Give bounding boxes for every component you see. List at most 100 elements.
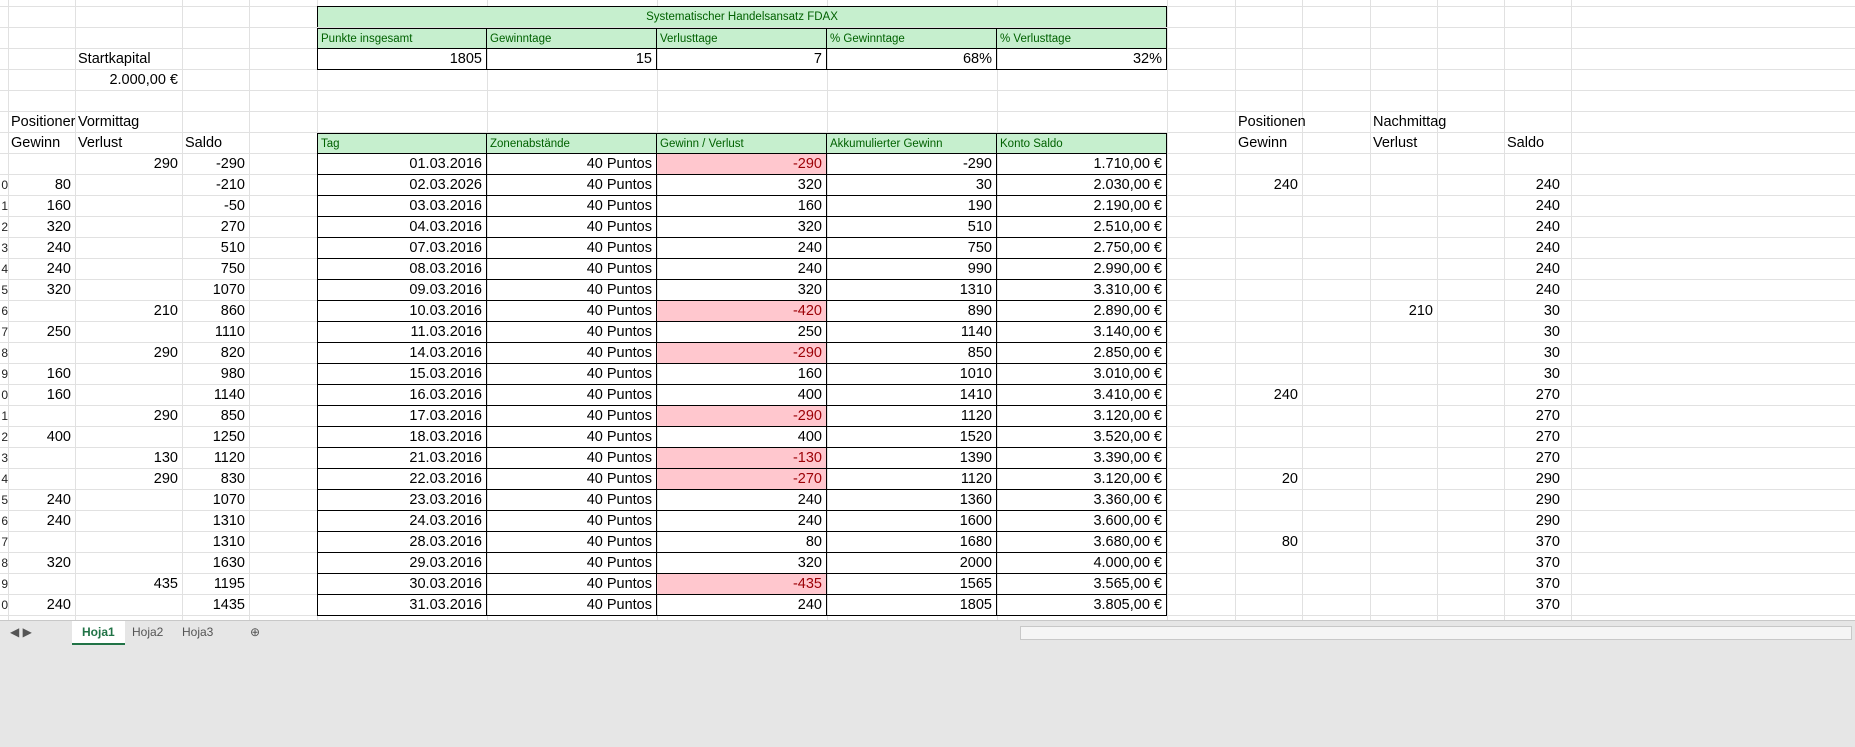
right-verlust-cell[interactable] bbox=[1370, 595, 1437, 616]
left-gewinn-cell[interactable]: 240 bbox=[46, 261, 71, 277]
right-verlust-cell[interactable] bbox=[1370, 259, 1437, 280]
right-gewinn-cell[interactable] bbox=[1235, 553, 1302, 574]
right-verlust-cell[interactable] bbox=[1370, 364, 1437, 385]
left-gewinn-cell[interactable] bbox=[8, 154, 75, 175]
left-verlust-cell[interactable] bbox=[75, 217, 182, 238]
right-saldo-cell[interactable]: 240 bbox=[1535, 261, 1560, 277]
right-gewinn-cell[interactable] bbox=[1235, 364, 1302, 385]
right-saldo-cell[interactable]: 30 bbox=[1543, 345, 1560, 361]
accumulated-cell[interactable]: 1310 bbox=[827, 280, 997, 301]
right-gewinn-cell[interactable]: 20 bbox=[1281, 471, 1298, 487]
right-gewinn-cell[interactable]: 240 bbox=[1273, 177, 1298, 193]
left-gewinn-cell[interactable]: 240 bbox=[46, 240, 71, 256]
right-verlust-cell[interactable] bbox=[1370, 511, 1437, 532]
gain-loss-cell[interactable]: 240 bbox=[657, 490, 827, 511]
right-gewinn-cell[interactable] bbox=[1235, 217, 1302, 238]
accumulated-cell[interactable]: 1360 bbox=[827, 490, 997, 511]
date-cell[interactable]: 23.03.2016 bbox=[317, 490, 487, 511]
right-saldo-cell[interactable]: 240 bbox=[1535, 198, 1560, 214]
left-saldo-cell[interactable]: 1250 bbox=[212, 429, 245, 445]
accumulated-cell[interactable]: 1680 bbox=[827, 532, 997, 553]
accumulated-cell[interactable]: 1805 bbox=[827, 595, 997, 616]
right-gewinn-cell[interactable] bbox=[1235, 490, 1302, 511]
zone-cell[interactable]: 40 Puntos bbox=[487, 322, 657, 343]
left-gewinn-cell[interactable]: 240 bbox=[46, 492, 71, 508]
balance-cell[interactable]: 3.390,00 € bbox=[997, 448, 1167, 469]
right-saldo-cell[interactable]: 270 bbox=[1535, 408, 1560, 424]
right-saldo-cell[interactable]: 270 bbox=[1535, 429, 1560, 445]
balance-cell[interactable]: 4.000,00 € bbox=[997, 553, 1167, 574]
date-cell[interactable]: 08.03.2016 bbox=[317, 259, 487, 280]
date-cell[interactable]: 14.03.2016 bbox=[317, 343, 487, 364]
date-cell[interactable]: 10.03.2016 bbox=[317, 301, 487, 322]
right-gewinn-cell[interactable] bbox=[1235, 343, 1302, 364]
left-saldo-cell[interactable]: 1310 bbox=[212, 513, 245, 529]
accumulated-cell[interactable]: 1390 bbox=[827, 448, 997, 469]
balance-cell[interactable]: 1.710,00 € bbox=[997, 154, 1167, 175]
right-verlust-cell[interactable] bbox=[1370, 343, 1437, 364]
right-saldo-cell[interactable]: 30 bbox=[1543, 303, 1560, 319]
left-verlust-cell[interactable]: 290 bbox=[153, 408, 178, 424]
left-gewinn-cell[interactable] bbox=[8, 574, 75, 595]
left-verlust-cell[interactable]: 435 bbox=[153, 576, 178, 592]
accumulated-cell[interactable]: 750 bbox=[827, 238, 997, 259]
right-verlust-cell[interactable] bbox=[1370, 553, 1437, 574]
accumulated-cell[interactable]: 890 bbox=[827, 301, 997, 322]
right-gewinn-cell[interactable] bbox=[1235, 448, 1302, 469]
zone-cell[interactable]: 40 Puntos bbox=[487, 343, 657, 364]
right-saldo-cell[interactable]: 370 bbox=[1535, 534, 1560, 550]
gain-loss-cell[interactable]: -435 bbox=[657, 574, 827, 595]
row-number[interactable]: 0 bbox=[1, 388, 8, 402]
summary-header[interactable]: % Verlusttage bbox=[997, 28, 1167, 49]
left-saldo-cell[interactable]: 1120 bbox=[213, 450, 245, 466]
right-verlust-cell[interactable] bbox=[1370, 532, 1437, 553]
left-gewinn-header[interactable]: Gewinn bbox=[11, 135, 61, 151]
accumulated-cell[interactable]: 990 bbox=[827, 259, 997, 280]
left-gewinn-cell[interactable]: 320 bbox=[46, 555, 71, 571]
row-number[interactable]: 1 bbox=[1, 409, 8, 423]
row-number[interactable]: 6 bbox=[1, 304, 8, 318]
right-gewinn-cell[interactable] bbox=[1235, 322, 1302, 343]
row-number[interactable]: 9 bbox=[1, 577, 8, 591]
right-verlust-cell[interactable] bbox=[1370, 427, 1437, 448]
right-gewinn-cell[interactable]: 80 bbox=[1281, 534, 1298, 550]
accumulated-cell[interactable]: 1120 bbox=[827, 406, 997, 427]
spreadsheet-grid[interactable]: Systematischer Handelsansatz FDAX Punkte… bbox=[0, 0, 1855, 620]
left-saldo-cell[interactable]: 750 bbox=[220, 261, 245, 277]
right-gewinn-cell[interactable] bbox=[1235, 301, 1302, 322]
left-verlust-cell[interactable] bbox=[75, 553, 182, 574]
date-cell[interactable]: 07.03.2016 bbox=[317, 238, 487, 259]
right-saldo-cell[interactable]: 240 bbox=[1535, 219, 1560, 235]
row-number[interactable]: 5 bbox=[1, 493, 8, 507]
left-saldo-cell[interactable]: 820 bbox=[220, 345, 245, 361]
row-number[interactable]: 4 bbox=[1, 262, 8, 276]
row-number[interactable]: 4 bbox=[1, 472, 8, 486]
gain-loss-cell[interactable]: 240 bbox=[657, 238, 827, 259]
left-gewinn-cell[interactable]: 320 bbox=[46, 282, 71, 298]
date-cell[interactable]: 09.03.2016 bbox=[317, 280, 487, 301]
left-verlust-cell[interactable]: 290 bbox=[153, 156, 178, 172]
row-number[interactable]: 8 bbox=[1, 346, 8, 360]
gain-loss-cell[interactable]: 240 bbox=[657, 511, 827, 532]
gain-loss-cell[interactable]: -270 bbox=[657, 469, 827, 490]
right-verlust-cell[interactable] bbox=[1370, 574, 1437, 595]
right-gewinn-cell[interactable] bbox=[1235, 259, 1302, 280]
right-verlust-header[interactable]: Verlust bbox=[1373, 135, 1418, 151]
row-number[interactable]: 7 bbox=[1, 325, 8, 339]
zone-cell[interactable]: 40 Puntos bbox=[487, 427, 657, 448]
balance-cell[interactable]: 3.360,00 € bbox=[997, 490, 1167, 511]
left-gewinn-cell[interactable] bbox=[8, 301, 75, 322]
left-saldo-cell[interactable]: 1070 bbox=[212, 492, 245, 508]
left-verlust-cell[interactable] bbox=[75, 175, 182, 196]
right-gewinn-cell[interactable] bbox=[1235, 574, 1302, 595]
summary-title[interactable]: Systematischer Handelsansatz FDAX bbox=[317, 6, 1167, 27]
accumulated-cell[interactable]: 2000 bbox=[827, 553, 997, 574]
left-saldo-cell[interactable]: 850 bbox=[220, 408, 245, 424]
accumulated-cell[interactable]: 1140 bbox=[827, 322, 997, 343]
row-number[interactable]: 9 bbox=[1, 367, 8, 381]
tab-hoja1[interactable]: Hoja1 bbox=[72, 621, 125, 645]
gain-loss-cell[interactable]: 240 bbox=[657, 259, 827, 280]
left-verlust-cell[interactable] bbox=[75, 364, 182, 385]
gain-loss-cell[interactable]: -290 bbox=[657, 343, 827, 364]
right-verlust-cell[interactable] bbox=[1370, 322, 1437, 343]
